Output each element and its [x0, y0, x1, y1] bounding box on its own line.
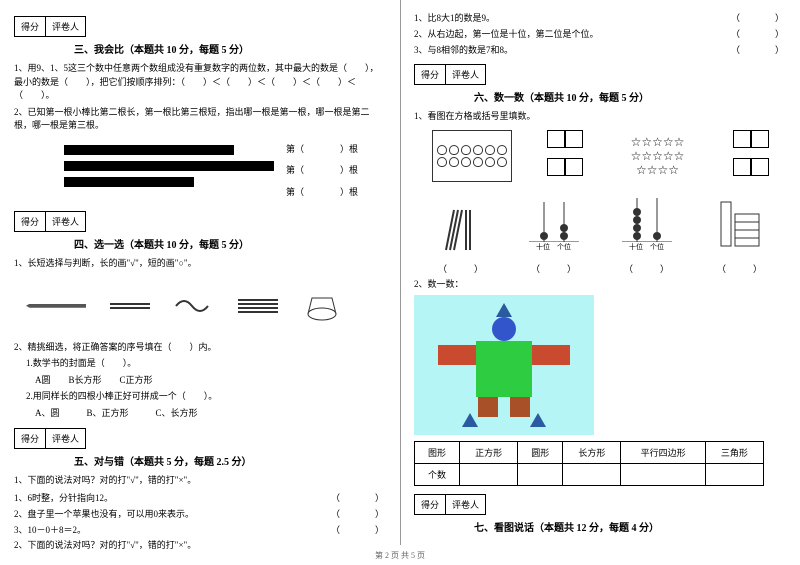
rt-c: 3、与8相邻的数是7和8。: [414, 43, 513, 56]
ruler-icon: [110, 303, 150, 309]
abacus-2-icon: 十位 个位: [607, 192, 687, 252]
apples-frame: [432, 130, 512, 182]
shelf-icon: [238, 299, 278, 313]
score-box-s3: 得分 评卷人: [14, 16, 386, 37]
score-label: 得分: [14, 16, 46, 37]
bar-1: [64, 145, 234, 155]
rt-b: 2、从右边起，第一位是十位，第二位是个位。: [414, 27, 599, 40]
section-5-title: 五、对与错（本题共 5 分，每题 2.5 分）: [74, 453, 386, 468]
bar-label-3: 第（ ）根: [286, 182, 386, 204]
section-3-title: 三、我会比（本题共 10 分，每题 5 分）: [74, 41, 386, 56]
s4-q2a-opts: A圆 B长方形 C正方形: [26, 374, 386, 388]
sticks-icon: [421, 192, 501, 252]
abacus-1-icon: 十位 个位: [514, 192, 594, 252]
rt-a: 1、比8大1的数是9。: [414, 11, 495, 24]
robot-figure: [414, 295, 594, 435]
s4-q2a: 1.数学书的封面是（ ）。: [26, 357, 386, 371]
right-column: 1、比8大1的数是9。（ ） 2、从右边起，第一位是十位，第二位是个位。（ ） …: [400, 0, 800, 565]
s5-q1c: 3、10－0＋8＝2。: [14, 523, 86, 536]
shape-table: 图形 正方形 圆形 长方形 平行四边形 三角形 个数: [414, 441, 764, 486]
bar-3: [64, 177, 194, 187]
score-box-s6: 得分 评卷人: [414, 64, 786, 85]
s5-q1b: 2、盘子里一个苹果也没有，可以用0来表示。: [14, 507, 194, 520]
s4-q2: 2、精挑细选，将正确答案的序号填在（ ）内。: [14, 341, 386, 355]
wave-icon: [174, 296, 214, 316]
section-6-title: 六、数一数（本题共 10 分，每题 5 分）: [474, 89, 786, 104]
s6-q2: 2、数一数：: [414, 278, 786, 292]
squares-1: [547, 130, 583, 186]
s6-q1: 1、看图在方格或括号里填数。: [414, 110, 786, 124]
left-column: 得分 评卷人 三、我会比（本题共 10 分，每题 5 分） 1、用9、1、5这三…: [0, 0, 400, 565]
score-box-s7: 得分 评卷人: [414, 494, 786, 515]
s3-q2: 2、已知第一根小棒比第二根长，第一根比第三根短，指出哪一根是第一根，哪一根是第二…: [14, 106, 386, 133]
score-box-s5: 得分 评卷人: [14, 428, 386, 449]
bars-figure: 第（ ）根 第（ ）根 第（ ）根: [14, 139, 386, 204]
cup-icon: [302, 286, 342, 326]
stars-frame: ☆☆☆☆☆☆☆☆☆☆☆☆☆☆: [618, 130, 698, 182]
s3-q1: 1、用9、1、5这三个数中任意两个数组成没有重复数字的两位数，其中最大的数是（ …: [14, 62, 386, 103]
section-4-title: 四、选一选（本题共 10 分，每题 5 分）: [74, 236, 386, 251]
section-7-title: 七、看图说话（本题共 12 分，每题 4 分）: [474, 519, 786, 534]
pencil-icon: [26, 304, 86, 308]
s4-q2b: 2.用同样长的四根小棒正好可拼成一个（ ）。: [26, 390, 386, 404]
bar-label-1: 第（ ）根: [286, 139, 386, 161]
s6-paren-row: （ ） （ ） （ ） （ ）: [414, 262, 786, 275]
s4-q1: 1、长短选择与判断，长的画"√"，短的画"○"。: [14, 257, 386, 271]
grader-label: 评卷人: [46, 16, 86, 37]
squares-2: [733, 130, 769, 186]
page-footer: 第 2 页 共 5 页: [0, 550, 800, 561]
bar-2: [64, 161, 274, 171]
s5-q1a: 1、6时整，分针指向12。: [14, 491, 113, 504]
s4-q2b-opts: A、圆 B、正方形 C、长方形: [26, 407, 386, 421]
score-box-s4: 得分 评卷人: [14, 211, 386, 232]
blocks-icon: [700, 192, 780, 252]
s5-q1: 1、下面的说法对吗？对的打"√"，错的打"×"。: [14, 474, 386, 488]
s6-row2: 十位 个位 十位 个位: [414, 192, 786, 256]
s6-row1: ☆☆☆☆☆☆☆☆☆☆☆☆☆☆: [414, 130, 786, 186]
s4-image: [14, 275, 354, 337]
bar-label-2: 第（ ）根: [286, 160, 386, 182]
